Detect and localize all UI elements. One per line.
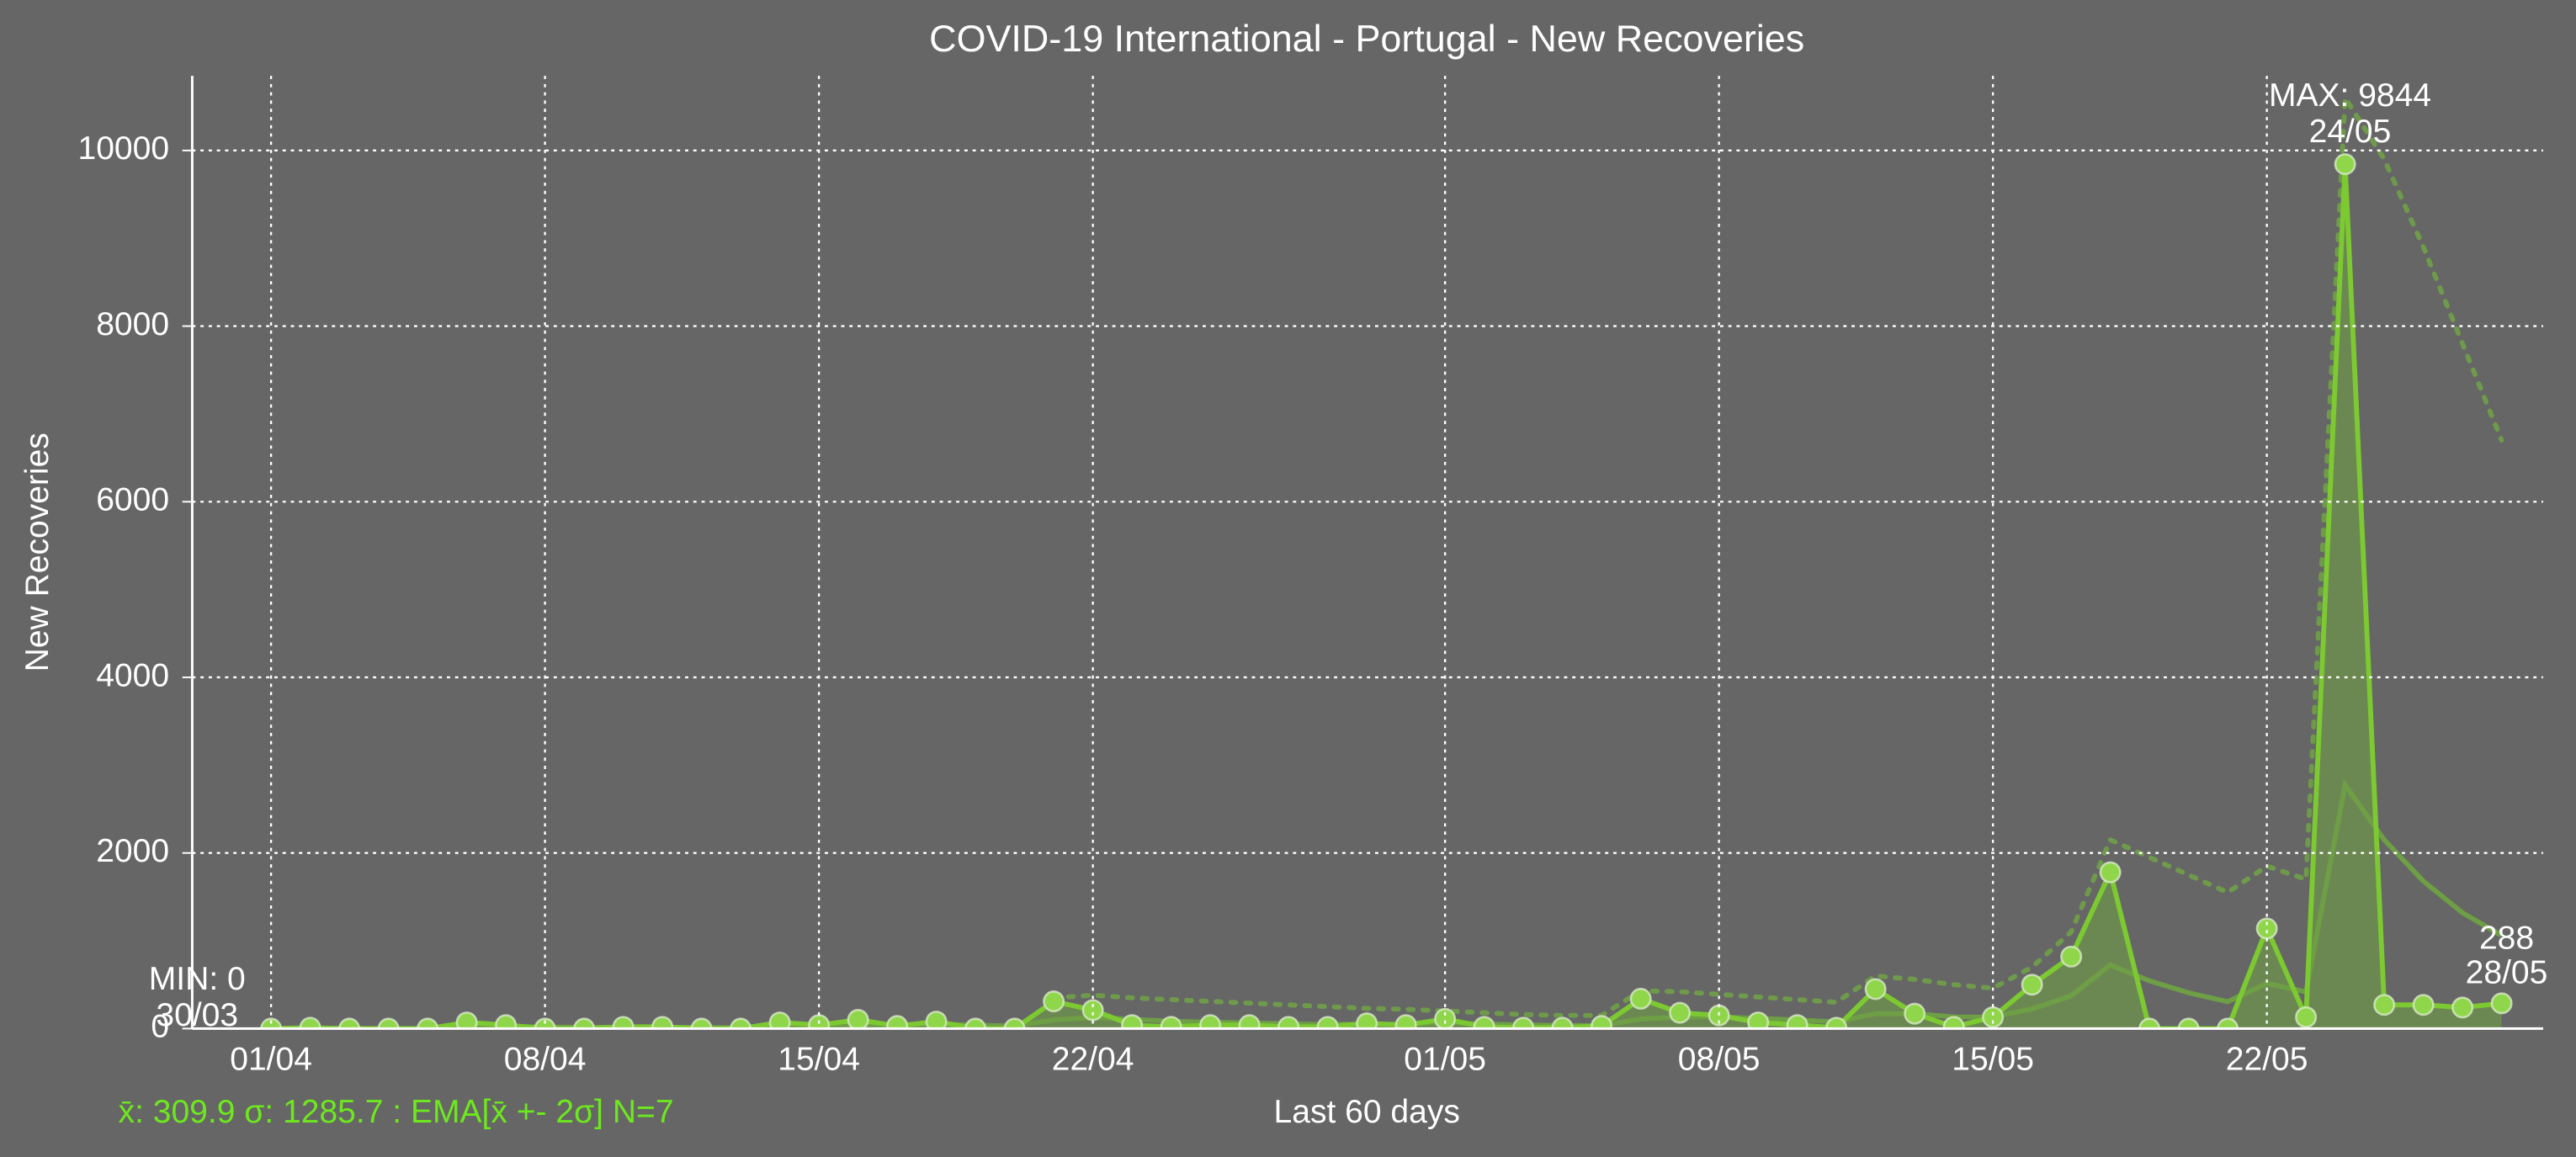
marker: [964, 1017, 987, 1029]
marker: [1160, 1016, 1182, 1029]
marker: [1786, 1014, 1809, 1029]
marker: [1003, 1017, 1026, 1029]
marker: [2099, 861, 2122, 884]
marker: [612, 1016, 635, 1029]
stats-footer: x̄: 309.9 σ: 1285.7 : EMA[x̄ +- 2σ] N=7: [119, 1094, 674, 1130]
x-axis-label: Last 60 days: [1274, 1094, 1460, 1130]
y-tick-label: 10000: [78, 130, 170, 167]
y-tick-label: 2000: [96, 833, 169, 869]
marker: [2060, 945, 2083, 968]
marker: [808, 1014, 831, 1029]
x-tick-label: 08/05: [1678, 1042, 1761, 1078]
x-tick-label: 15/05: [1952, 1042, 2034, 1078]
marker: [2451, 996, 2474, 1019]
marker: [1238, 1014, 1261, 1029]
marker: [2295, 1006, 2318, 1028]
marker: [1434, 1007, 1457, 1029]
marker: [377, 1017, 400, 1029]
marker: [573, 1017, 596, 1029]
marker: [2412, 994, 2435, 1016]
marker: [690, 1017, 713, 1029]
plot-area: [260, 89, 2513, 1029]
marker: [1081, 999, 1104, 1022]
annotation: 30/03: [156, 997, 238, 1033]
marker: [260, 1017, 283, 1029]
marker: [1473, 1016, 1495, 1029]
marker: [730, 1017, 752, 1029]
marker: [1864, 978, 1887, 1000]
band-line: [1051, 89, 2504, 1018]
line: [271, 163, 2502, 1029]
marker: [1316, 1016, 1339, 1029]
annotation: 288: [2479, 920, 2534, 956]
marker: [1043, 990, 1065, 1013]
marker: [1277, 1016, 1300, 1029]
marker: [534, 1017, 556, 1029]
marker: [2373, 994, 2396, 1016]
marker: [2217, 1017, 2239, 1029]
x-tick-label: 01/05: [1404, 1042, 1486, 1078]
y-tick-label: 0: [151, 1009, 169, 1045]
marker: [925, 1011, 948, 1029]
marker: [1669, 1001, 1692, 1024]
annotation: MAX: 9844: [2269, 77, 2431, 114]
marker: [338, 1017, 361, 1029]
marker: [2255, 917, 2278, 940]
marker: [2021, 974, 2043, 996]
marker: [2490, 992, 2513, 1015]
x-tick-label: 22/05: [2226, 1042, 2308, 1078]
y-tick-label: 6000: [96, 482, 169, 518]
marker: [1356, 1012, 1378, 1029]
annotation: 28/05: [2466, 954, 2548, 990]
annotation: 24/05: [2309, 114, 2392, 150]
marker: [1394, 1014, 1417, 1029]
marker: [2177, 1017, 2200, 1029]
marker: [1591, 1015, 1613, 1029]
ema-line: [271, 778, 2504, 1029]
marker: [886, 1015, 909, 1029]
marker: [495, 1014, 518, 1029]
y-axis-label: New Recoveries: [19, 433, 56, 671]
marker: [1982, 1006, 2005, 1028]
x-tick-label: 08/04: [504, 1042, 587, 1078]
marker: [651, 1016, 674, 1029]
marker: [417, 1017, 439, 1029]
marker: [1942, 1016, 1965, 1029]
y-tick-label: 8000: [96, 306, 169, 342]
marker: [2334, 153, 2356, 176]
marker: [1904, 1002, 1926, 1025]
marker: [847, 1008, 869, 1029]
marker: [768, 1011, 791, 1029]
x-tick-label: 01/04: [230, 1042, 312, 1078]
x-tick-label: 15/04: [778, 1042, 860, 1078]
marker: [2138, 1017, 2161, 1029]
marker: [1121, 1014, 1144, 1029]
marker: [1747, 1011, 1770, 1029]
x-tick-label: 22/04: [1052, 1042, 1134, 1078]
marker: [455, 1011, 478, 1029]
chart-title: COVID-19 International - Portugal - New …: [929, 17, 1804, 60]
marker: [1629, 987, 1652, 1010]
annotation: MIN: 0: [149, 961, 246, 997]
marker: [1199, 1014, 1222, 1029]
y-tick-label: 4000: [96, 657, 169, 693]
area: [271, 164, 2502, 1029]
